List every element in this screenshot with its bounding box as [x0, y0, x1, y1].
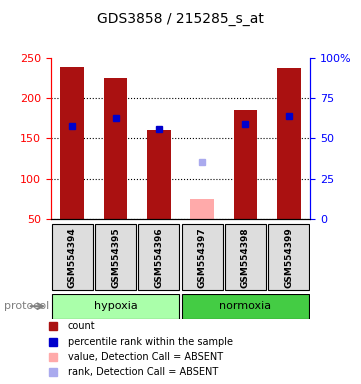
- Bar: [190, 199, 214, 219]
- Bar: [277, 68, 301, 219]
- FancyBboxPatch shape: [95, 224, 136, 290]
- FancyBboxPatch shape: [225, 224, 266, 290]
- FancyBboxPatch shape: [52, 294, 179, 319]
- Text: GSM554398: GSM554398: [241, 227, 250, 288]
- Text: GSM554399: GSM554399: [284, 227, 293, 288]
- Text: normoxia: normoxia: [219, 301, 271, 311]
- Text: percentile rank within the sample: percentile rank within the sample: [68, 337, 233, 347]
- Text: GSM554395: GSM554395: [111, 227, 120, 288]
- Text: GDS3858 / 215285_s_at: GDS3858 / 215285_s_at: [97, 12, 264, 25]
- Text: GSM554394: GSM554394: [68, 227, 77, 288]
- Bar: [104, 78, 127, 219]
- Text: GSM554397: GSM554397: [198, 227, 206, 288]
- Text: GSM554396: GSM554396: [155, 227, 163, 288]
- Bar: [60, 67, 84, 219]
- FancyBboxPatch shape: [269, 224, 309, 290]
- Bar: [147, 130, 171, 219]
- FancyBboxPatch shape: [182, 224, 222, 290]
- Text: rank, Detection Call = ABSENT: rank, Detection Call = ABSENT: [68, 367, 218, 377]
- Text: protocol: protocol: [4, 301, 49, 311]
- FancyBboxPatch shape: [182, 294, 309, 319]
- FancyBboxPatch shape: [52, 224, 92, 290]
- Text: hypoxia: hypoxia: [93, 301, 138, 311]
- Text: count: count: [68, 321, 96, 331]
- FancyBboxPatch shape: [139, 224, 179, 290]
- Bar: [234, 110, 257, 219]
- Text: value, Detection Call = ABSENT: value, Detection Call = ABSENT: [68, 352, 223, 362]
